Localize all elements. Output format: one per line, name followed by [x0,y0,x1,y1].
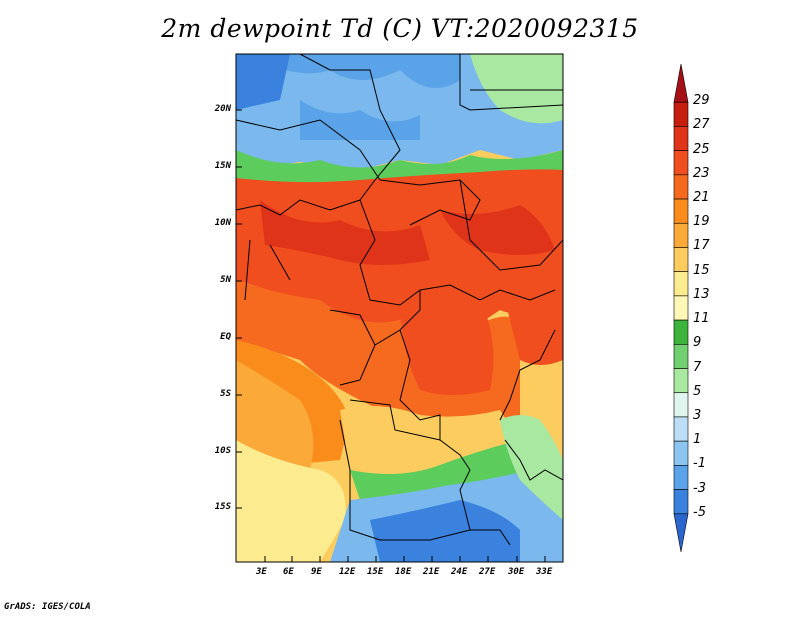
lon-label: 18E [395,567,412,577]
colorbar-segment [673,222,689,248]
colorbar-segment [673,513,689,553]
footer-credit: GrADS: IGES/COLA [4,602,91,612]
colorbar-segment [673,126,689,151]
colorbar-label: 23 [693,165,710,181]
south-green-band [350,440,540,500]
lon-label: 6E [283,567,294,577]
map-frame [235,53,564,563]
north-deepblue-zone [260,54,460,88]
colorbar-segment [673,416,689,442]
colorbar-label: 5 [693,383,702,399]
colorbar-segment [673,392,689,418]
lat-label: EQ [220,332,231,342]
colorbar-label: 9 [693,335,702,351]
colorbar-segment [673,247,689,272]
colorbar [673,63,689,553]
lon-label: 27E [479,567,496,577]
colorbar-label: 13 [693,286,710,302]
colorbar-label: -1 [693,456,706,472]
lon-label: 3E [256,567,267,577]
colorbar-segment [673,63,689,103]
borders-layer [236,54,563,546]
colorbar-segment [673,368,689,394]
lat-label: 15S [214,502,231,512]
colorbar-segment [673,440,689,466]
colorbar-label: 25 [693,141,710,157]
lon-label: 9E [311,567,322,577]
dewpoint-field [236,54,563,562]
lat-label: 5N [220,275,231,285]
lat-label: 10N [214,218,231,228]
colorbar-segment [673,198,689,224]
colorbar-label: -5 [693,504,706,520]
colorbar-segment [673,271,689,297]
colorbar-label: 19 [693,214,710,230]
lon-label: 15E [367,567,384,577]
colorbar-label: 1 [693,432,702,448]
colorbar-segment [673,101,689,127]
colorbar-label: 7 [693,359,702,375]
lat-label: 15N [214,161,231,171]
lat-label: 5S [220,389,231,399]
map-title: 2m dewpoint Td (C) VT:2020092315 [161,14,639,43]
colorbar-label: 21 [693,190,710,206]
colorbar-segment [673,344,689,369]
colorbar-segment [673,150,689,176]
colorbar-label: -3 [693,480,706,496]
colorbar-label: 11 [693,311,710,327]
colorbar-segment [673,174,689,200]
axis-ticks [236,109,546,562]
colorbar-label: 29 [693,93,710,109]
colorbar-label: 15 [693,262,710,278]
colorbar-segment [673,465,689,490]
lon-label: 12E [339,567,356,577]
lon-label: 33E [536,567,553,577]
colorbar-label: 3 [693,407,702,423]
lon-label: 21E [423,567,440,577]
lat-label: 10S [214,446,231,456]
southwest-pale [236,440,346,562]
colorbar-label: 27 [693,117,710,133]
lon-label: 30E [508,567,525,577]
lat-label: 20N [214,104,231,114]
colorbar-segment [673,319,689,345]
colorbar-label: 17 [693,238,710,254]
lon-label: 24E [451,567,468,577]
colorbar-segment [673,489,689,515]
colorbar-segment [673,295,689,321]
